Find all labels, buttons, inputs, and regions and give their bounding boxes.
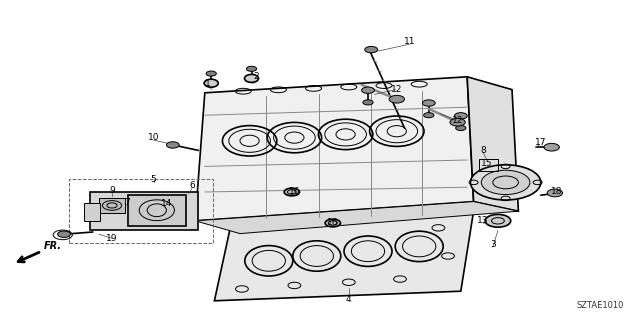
- Circle shape: [58, 231, 70, 237]
- Circle shape: [246, 66, 257, 71]
- Text: 2: 2: [253, 72, 259, 81]
- Circle shape: [470, 165, 541, 200]
- Bar: [84, 203, 100, 221]
- Circle shape: [365, 46, 378, 53]
- Text: 7: 7: [124, 198, 129, 207]
- Text: 5: 5: [151, 175, 156, 184]
- Bar: [99, 198, 125, 213]
- Text: 17: 17: [535, 138, 547, 147]
- Circle shape: [363, 100, 373, 105]
- Circle shape: [206, 71, 216, 76]
- Ellipse shape: [204, 79, 218, 87]
- Text: 3: 3: [490, 240, 495, 249]
- Circle shape: [547, 189, 563, 197]
- Circle shape: [325, 219, 340, 227]
- Bar: [128, 195, 186, 226]
- Text: 4: 4: [346, 295, 351, 304]
- Text: 12: 12: [391, 85, 403, 94]
- Circle shape: [166, 142, 179, 148]
- Text: 16: 16: [289, 188, 300, 196]
- Text: FR.: FR.: [44, 241, 61, 251]
- Circle shape: [389, 95, 404, 103]
- Text: 16: 16: [327, 218, 339, 227]
- Bar: [69, 179, 213, 243]
- Polygon shape: [195, 202, 518, 234]
- Bar: [479, 159, 498, 171]
- Text: 1: 1: [205, 79, 211, 88]
- Circle shape: [424, 113, 434, 118]
- Circle shape: [422, 100, 435, 106]
- Circle shape: [544, 143, 559, 151]
- Text: 15: 15: [481, 159, 492, 168]
- Circle shape: [456, 125, 466, 131]
- Circle shape: [362, 87, 374, 93]
- Polygon shape: [467, 77, 518, 211]
- Text: 12: 12: [452, 116, 463, 124]
- Polygon shape: [214, 211, 474, 301]
- Text: 9: 9: [109, 186, 115, 195]
- Polygon shape: [90, 192, 198, 230]
- Polygon shape: [195, 77, 474, 221]
- Text: 19: 19: [106, 234, 118, 243]
- Circle shape: [454, 113, 467, 119]
- Text: 6: 6: [189, 181, 195, 190]
- Text: 18: 18: [551, 188, 563, 196]
- Circle shape: [450, 118, 465, 126]
- Text: 8: 8: [481, 146, 486, 155]
- Ellipse shape: [244, 75, 259, 83]
- Text: 13: 13: [477, 216, 489, 225]
- Text: 14: 14: [161, 199, 172, 208]
- Circle shape: [481, 170, 530, 195]
- Text: 10: 10: [148, 133, 159, 142]
- Text: SZTAE1010: SZTAE1010: [577, 301, 624, 310]
- Circle shape: [485, 214, 511, 227]
- Text: 11: 11: [404, 37, 415, 46]
- Circle shape: [284, 188, 300, 196]
